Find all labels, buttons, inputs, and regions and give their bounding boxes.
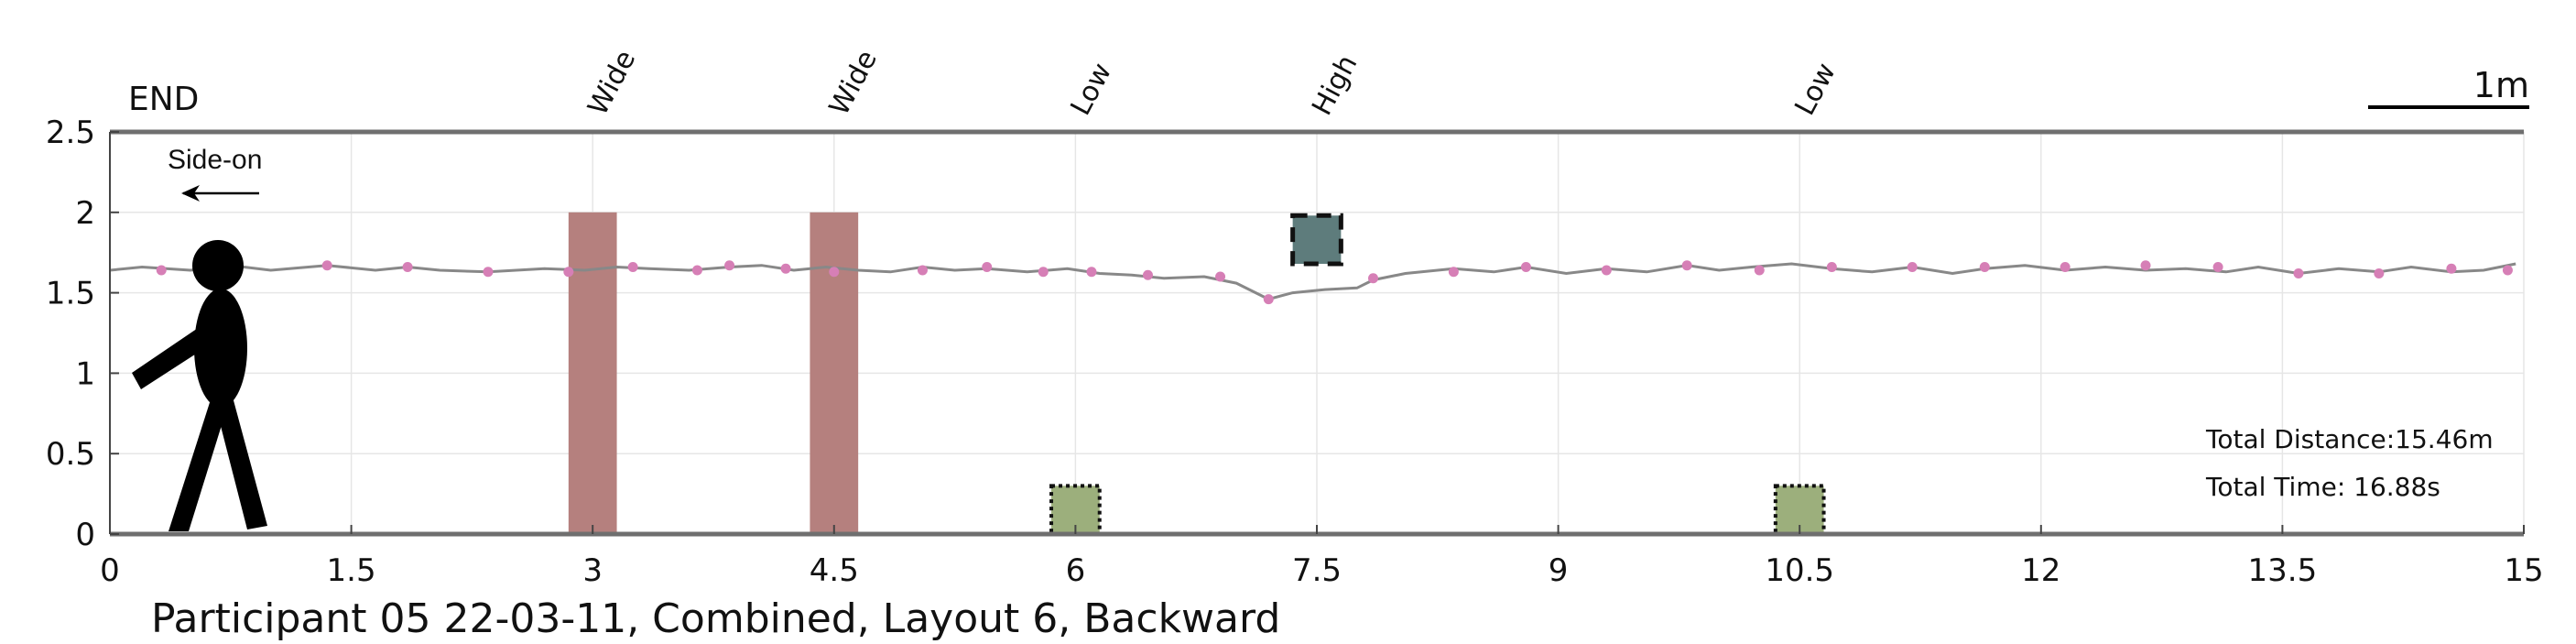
step-marker (2140, 260, 2151, 271)
step-marker (982, 262, 993, 273)
step-marker (1038, 267, 1049, 278)
step-marker (627, 262, 638, 273)
y-tick-label: 0.5 (46, 436, 95, 473)
step-marker (2502, 265, 2513, 276)
step-marker (829, 267, 840, 278)
x-tick-label: 3 (582, 552, 603, 589)
direction-label: Side-on (168, 145, 262, 175)
x-tick-label: 15 (2504, 552, 2543, 589)
obstacle-high (1290, 213, 1343, 267)
obstacle-wide (568, 212, 617, 535)
step-marker (1086, 267, 1097, 278)
step-marker (402, 262, 413, 273)
x-tick-label: 7.5 (1292, 552, 1342, 589)
step-marker (483, 267, 494, 278)
x-tick-label: 6 (1066, 552, 1086, 589)
trajectory-line (109, 262, 2516, 301)
x-tick-label: 9 (1549, 552, 1569, 589)
grid-lines (109, 131, 2525, 535)
step-marker (780, 263, 791, 274)
step-marker (1601, 265, 1612, 276)
step-marker (691, 265, 702, 276)
obstacle-label: Low (1065, 58, 1119, 121)
walker-figure-icon (132, 240, 267, 531)
step-marker (1520, 262, 1531, 273)
step-marker (2446, 263, 2457, 274)
step-marker (1826, 262, 1837, 273)
x-tick-label: 13.5 (2248, 552, 2318, 589)
y-tick-label: 2.5 (46, 115, 95, 151)
step-marker (2293, 268, 2304, 279)
y-tick-label: 1.5 (46, 276, 95, 312)
step-marker (1448, 267, 1459, 278)
step-marker (1754, 265, 1765, 276)
step-marker (1681, 260, 1692, 271)
step-marker (1979, 262, 1990, 273)
tick-labels: 0 1.5 3 4.5 6 7.5 9 10.5 12 13.5 15 0 0.5 1 1.5 2 2.5 (46, 115, 2544, 589)
step-marker (156, 265, 167, 276)
x-tick-label: 12 (2021, 552, 2060, 589)
x-tick-label: 0 (100, 552, 120, 589)
step-marker (2060, 262, 2071, 273)
obstacles: Wide Wide Low High Low (568, 45, 1842, 537)
y-tick-label: 0 (75, 517, 95, 553)
total-distance: Total Distance:15.46m (2205, 424, 2494, 454)
x-tick-label: 10.5 (1765, 552, 1834, 589)
direction-arrow-icon (181, 185, 259, 202)
end-label: END (128, 81, 199, 118)
obstacle-wide (810, 212, 859, 535)
obstacle-label: High (1306, 49, 1364, 120)
y-tick-label: 1 (75, 355, 95, 392)
obstacle-label: Wide (582, 45, 642, 121)
axes (109, 129, 2525, 537)
x-tick-label: 1.5 (327, 552, 376, 589)
obstacle-label: Low (1788, 58, 1842, 121)
step-marker (724, 260, 735, 271)
series-trajectory (109, 260, 2516, 305)
step-marker (563, 267, 574, 278)
total-time: Total Time: 16.88s (2205, 472, 2440, 502)
step-marker (2374, 268, 2385, 279)
step-marker (1215, 271, 1226, 282)
step-marker (917, 265, 928, 276)
step-marker (1907, 262, 1918, 273)
x-tick-label: 4.5 (810, 552, 859, 589)
step-marker (2212, 262, 2223, 273)
chart-caption: Participant 05 22-03-11, Combined, Layou… (151, 595, 1280, 642)
obstacle-label: Wide (823, 45, 884, 121)
scale-label: 1m (2473, 65, 2529, 105)
step-marker (321, 260, 332, 271)
step-marker (1142, 269, 1153, 280)
step-marker (1263, 294, 1274, 305)
y-tick-label: 2 (75, 195, 95, 232)
step-marker (1368, 273, 1379, 284)
